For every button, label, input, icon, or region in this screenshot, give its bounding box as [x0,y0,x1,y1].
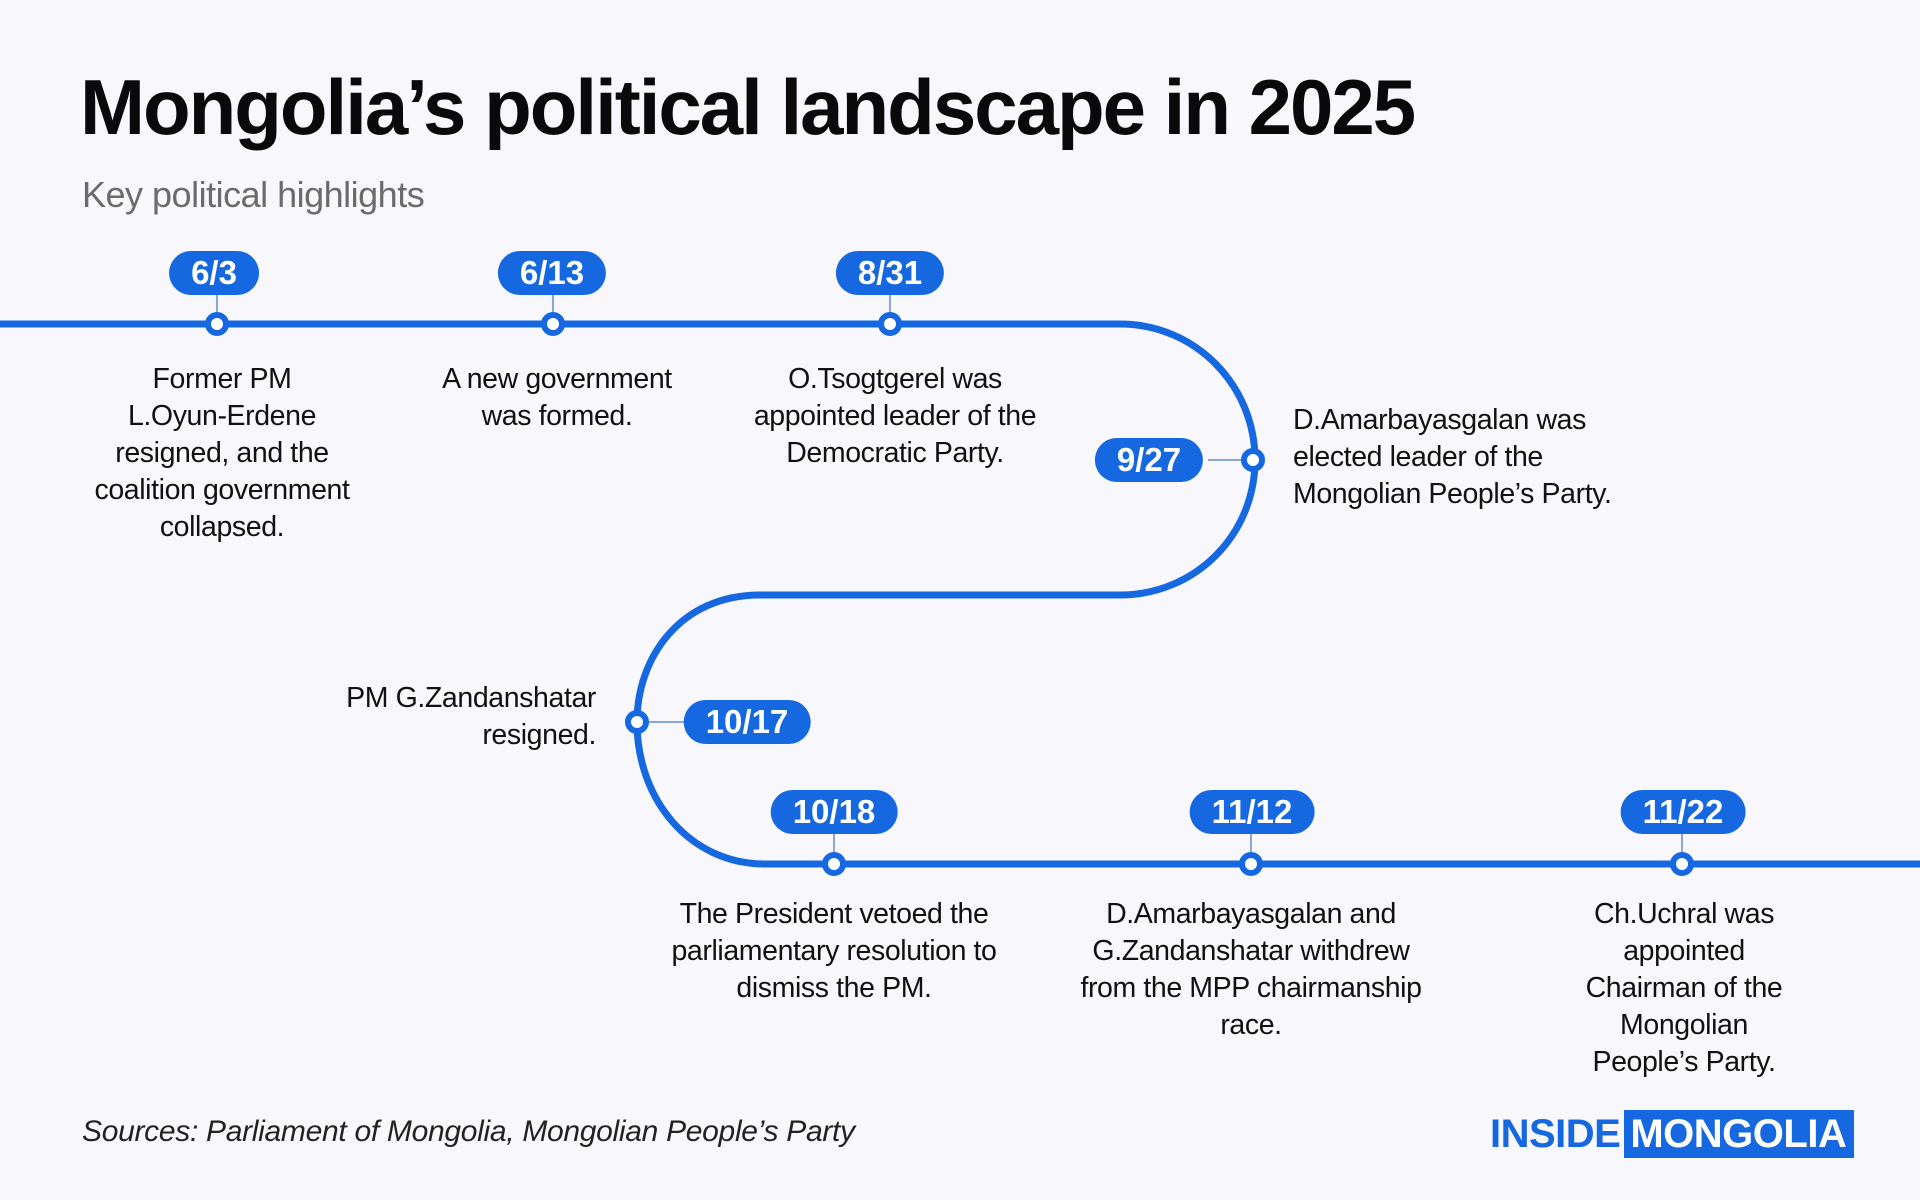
timeline-marker [1670,852,1694,876]
date-pill-8-31: 8/31 [835,251,945,295]
brand-logo: INSIDE MONGOLIA [1490,1110,1855,1158]
brand-logo-part2: MONGOLIA [1624,1110,1855,1158]
event-text-9-27: D.Amarbayasgalan was elected leader of t… [1293,404,1612,510]
date-pill-10-18: 10/18 [770,790,898,834]
timeline-marker [541,312,565,336]
timeline-marker [205,312,229,336]
sources-note: Sources: Parliament of Mongolia, Mongoli… [82,1115,855,1148]
subtitle: Key political highlights [82,174,425,215]
date-pill-11-12: 11/12 [1189,790,1315,834]
date-pill-9-27: 9/27 [1094,438,1204,482]
event-text-11-12: D.Amarbayasgalan and G.Zandanshatar with… [1080,898,1422,1041]
timeline-marker [625,710,649,734]
timeline-marker [878,312,902,336]
event-text-11-22: Ch.Uchral was appointed Chairman of the … [1585,898,1783,1078]
timeline-marker [1239,852,1263,876]
date-pill-6-3: 6/3 [169,251,259,295]
date-pill-11-22: 11/22 [1620,790,1746,834]
timeline-line [0,320,1920,868]
timeline-marker [822,852,846,876]
page-title: Mongolia’s political landscape in 2025 [80,63,1416,151]
date-pill-10-17: 10/17 [683,700,811,744]
brand-logo-part1: INSIDE [1490,1112,1621,1156]
event-text-6-13: A new government was formed. [442,363,672,432]
event-text-6-3: Former PM L.Oyun-Erdene resigned, and th… [94,363,350,543]
event-text-8-31: O.Tsogtgerel was appointed leader of the… [753,363,1037,469]
date-pill-6-13: 6/13 [497,251,607,295]
event-text-10-17: PM G.Zandanshatar resigned. [346,682,596,751]
timeline-marker [1241,448,1265,472]
event-text-10-18: The President vetoed the parliamentary r… [671,898,997,1004]
